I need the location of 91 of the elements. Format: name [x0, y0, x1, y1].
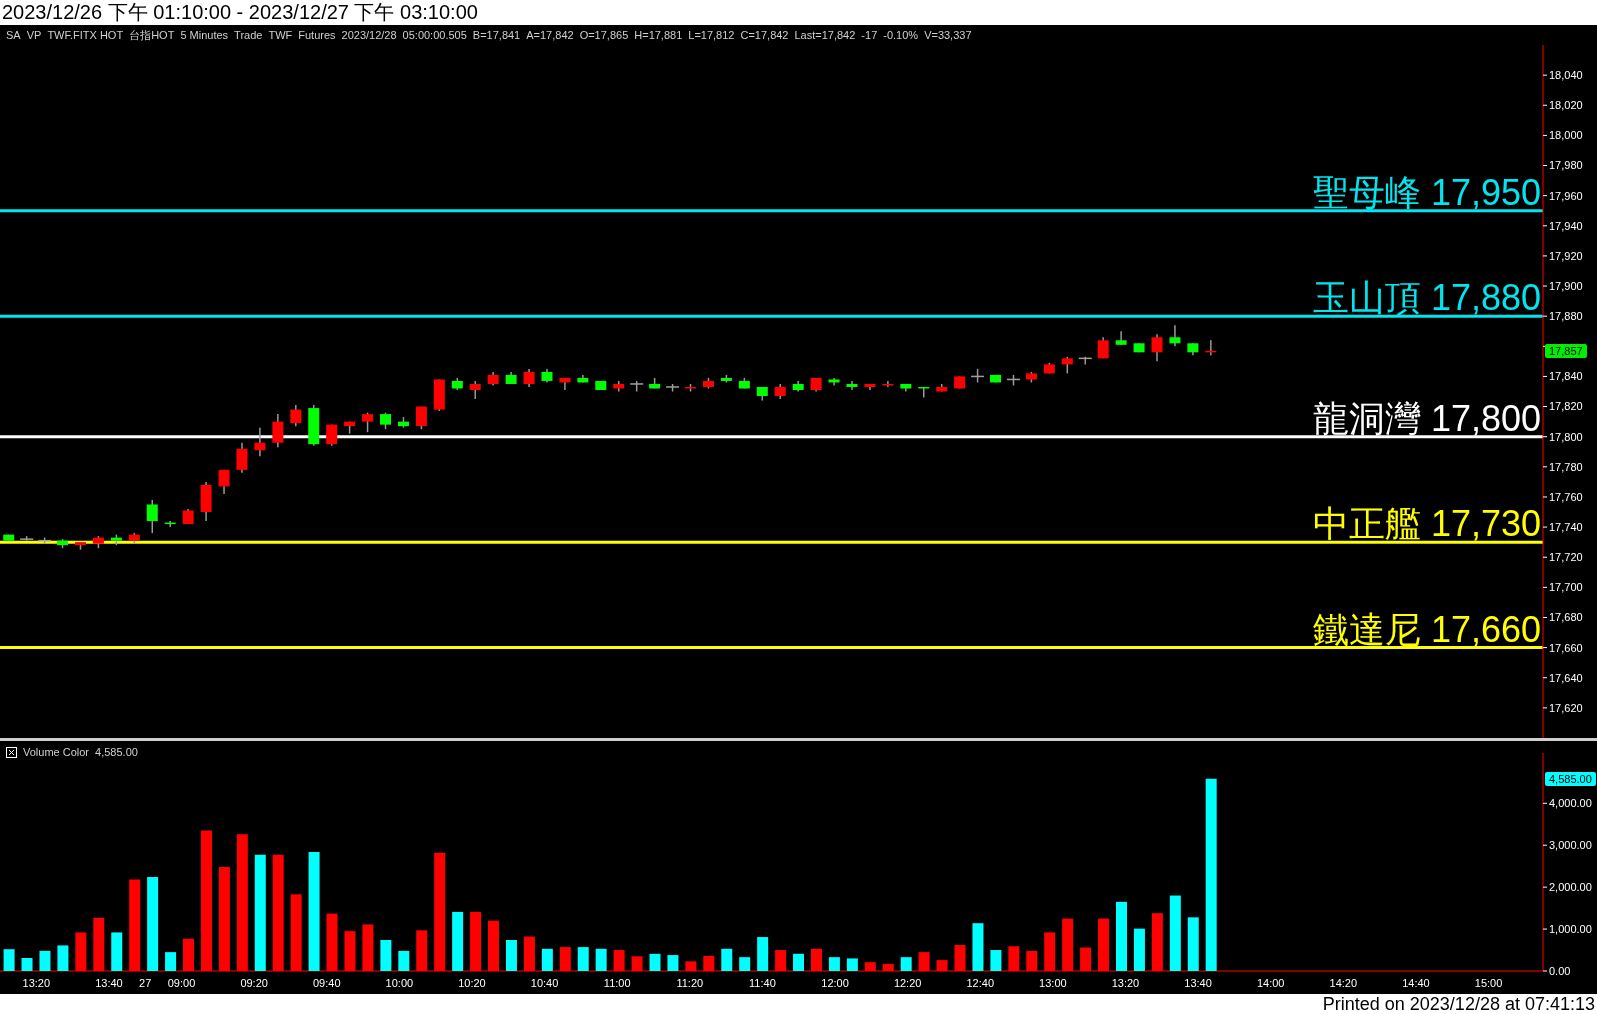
x-tick-label: 10:00: [385, 976, 414, 989]
x-tick-label: 13:40: [95, 976, 123, 989]
y-tick-label: 17,980: [1549, 159, 1583, 172]
text: SA: [6, 29, 21, 41]
text: 台指HOT: [129, 27, 175, 43]
y-tick-label: 18,000: [1549, 129, 1583, 142]
candlestick: [254, 426, 266, 458]
candlestick: [1115, 330, 1127, 346]
y-tick-label: 17,680: [1549, 611, 1583, 624]
text: -0.10%: [883, 29, 919, 41]
text: 4,585.00: [1545, 771, 1596, 786]
text: B=17,841: [472, 29, 521, 41]
candlestick: [146, 499, 158, 534]
text: TWF.FITX HOT: [47, 29, 124, 41]
x-tick-label: 14:20: [1329, 976, 1358, 989]
y-tick-label: 2,000.00: [1549, 881, 1592, 894]
annotation: Volume Color: [23, 746, 90, 758]
text: 2023/12/28: [341, 29, 397, 41]
text: C=17,842: [740, 29, 789, 41]
y-tick-label: 17,740: [1549, 520, 1583, 533]
candlestick: [236, 441, 248, 474]
x-tick-label: 11:40: [749, 976, 776, 989]
y-tick-label: 17,840: [1549, 370, 1583, 383]
y-tick-label: 17,760: [1549, 490, 1583, 503]
text: -17: [861, 29, 878, 41]
ref-line-label: 龍洞灣 17,800: [1312, 397, 1541, 439]
ref-line-label: 玉山頂 17,880: [1312, 277, 1541, 319]
x-tick-label: 09:40: [312, 976, 341, 989]
ref-line-label: 中正艦 17,730: [1312, 503, 1541, 545]
text: Printed on 2023/12/28 at 07:41:13: [0, 994, 1597, 1014]
chart-title: 2023/12/26 下午 01:10:00 - 2023/12/27 下午 03:10:00: [2, 1, 478, 23]
y-tick-label: 17,620: [1549, 701, 1583, 714]
text: Trade: [234, 29, 263, 41]
y-tick-label: 4,000.00: [1549, 797, 1592, 810]
text: VP: [26, 29, 42, 41]
text: Last=17,842: [794, 29, 856, 41]
text: L=17,812: [688, 29, 735, 41]
annotation: 17,857: [1545, 343, 1587, 358]
x-tick-label: 12:20: [893, 976, 922, 989]
y-tick-label: 17,920: [1549, 249, 1583, 262]
x-tick-label: 14:40: [1402, 976, 1430, 989]
y-tick-label: 17,640: [1549, 671, 1583, 684]
x-tick-label: 11:00: [603, 976, 631, 989]
y-tick-label: 17,720: [1549, 551, 1583, 564]
candlestick: [362, 411, 374, 433]
x-tick-label: 12:40: [966, 976, 995, 989]
text: TWF: [268, 29, 293, 41]
candlestick: [290, 404, 302, 427]
y-tick-label: 17,880: [1549, 310, 1583, 323]
y-tick-label: 0.00: [1549, 964, 1571, 977]
y-tick-label: 17,780: [1549, 460, 1583, 473]
y-tick-label: 3,000.00: [1549, 839, 1592, 852]
text: 5 Minutes: [180, 29, 229, 41]
x-tick-label: 12:00: [821, 976, 849, 989]
candlestick: [1169, 324, 1181, 348]
candlestick: [272, 413, 284, 448]
text: 05:00:00.505: [402, 29, 467, 41]
x-tick-label: 10:20: [458, 976, 486, 989]
x-tick-label: 13:20: [1111, 976, 1140, 989]
candlestick: [1151, 333, 1163, 363]
y-tick-label: 1,000.00: [1549, 922, 1592, 935]
candlestick: [469, 380, 481, 400]
y-tick-label: 17,820: [1549, 400, 1583, 413]
y-tick-label: 17,960: [1549, 189, 1583, 202]
ref-line-label: 聖母峰 17,950: [1312, 171, 1541, 213]
text: O=17,865: [579, 29, 629, 41]
candlestick: [523, 368, 535, 388]
y-tick-label: 17,900: [1549, 279, 1583, 292]
x-tick-label: 10:40: [530, 976, 559, 989]
text: A=17,842: [526, 29, 574, 41]
annotation: 4,585.00: [95, 746, 138, 758]
x-tick-label: 15:00: [1474, 976, 1503, 989]
x-tick-label: 14:00: [1256, 976, 1285, 989]
candlestick: [218, 469, 230, 495]
y-tick-label: 17,800: [1549, 430, 1583, 443]
ref-line-label: 鐵達尼 17,660: [1312, 608, 1541, 650]
text: Futures: [298, 29, 336, 41]
y-tick-label: 18,040: [1549, 69, 1583, 82]
x-tick-label: 09:20: [240, 976, 268, 989]
y-tick-label: 18,020: [1549, 99, 1583, 112]
y-tick-label: 17,660: [1549, 641, 1583, 654]
x-tick-label: 13:20: [22, 976, 51, 989]
y-tick-label: 17,940: [1549, 219, 1583, 232]
y-tick-label: 17,700: [1549, 581, 1583, 594]
x-tick-label: 11:20: [676, 976, 704, 989]
x-tick-label: 09:00: [167, 976, 196, 989]
text: H=17,881: [634, 29, 683, 41]
x-tick-label: 27: [139, 976, 152, 989]
x-tick-label: 13:40: [1184, 976, 1212, 989]
x-tick-label: 13:00: [1039, 976, 1067, 989]
text: V=33,337: [924, 29, 972, 41]
